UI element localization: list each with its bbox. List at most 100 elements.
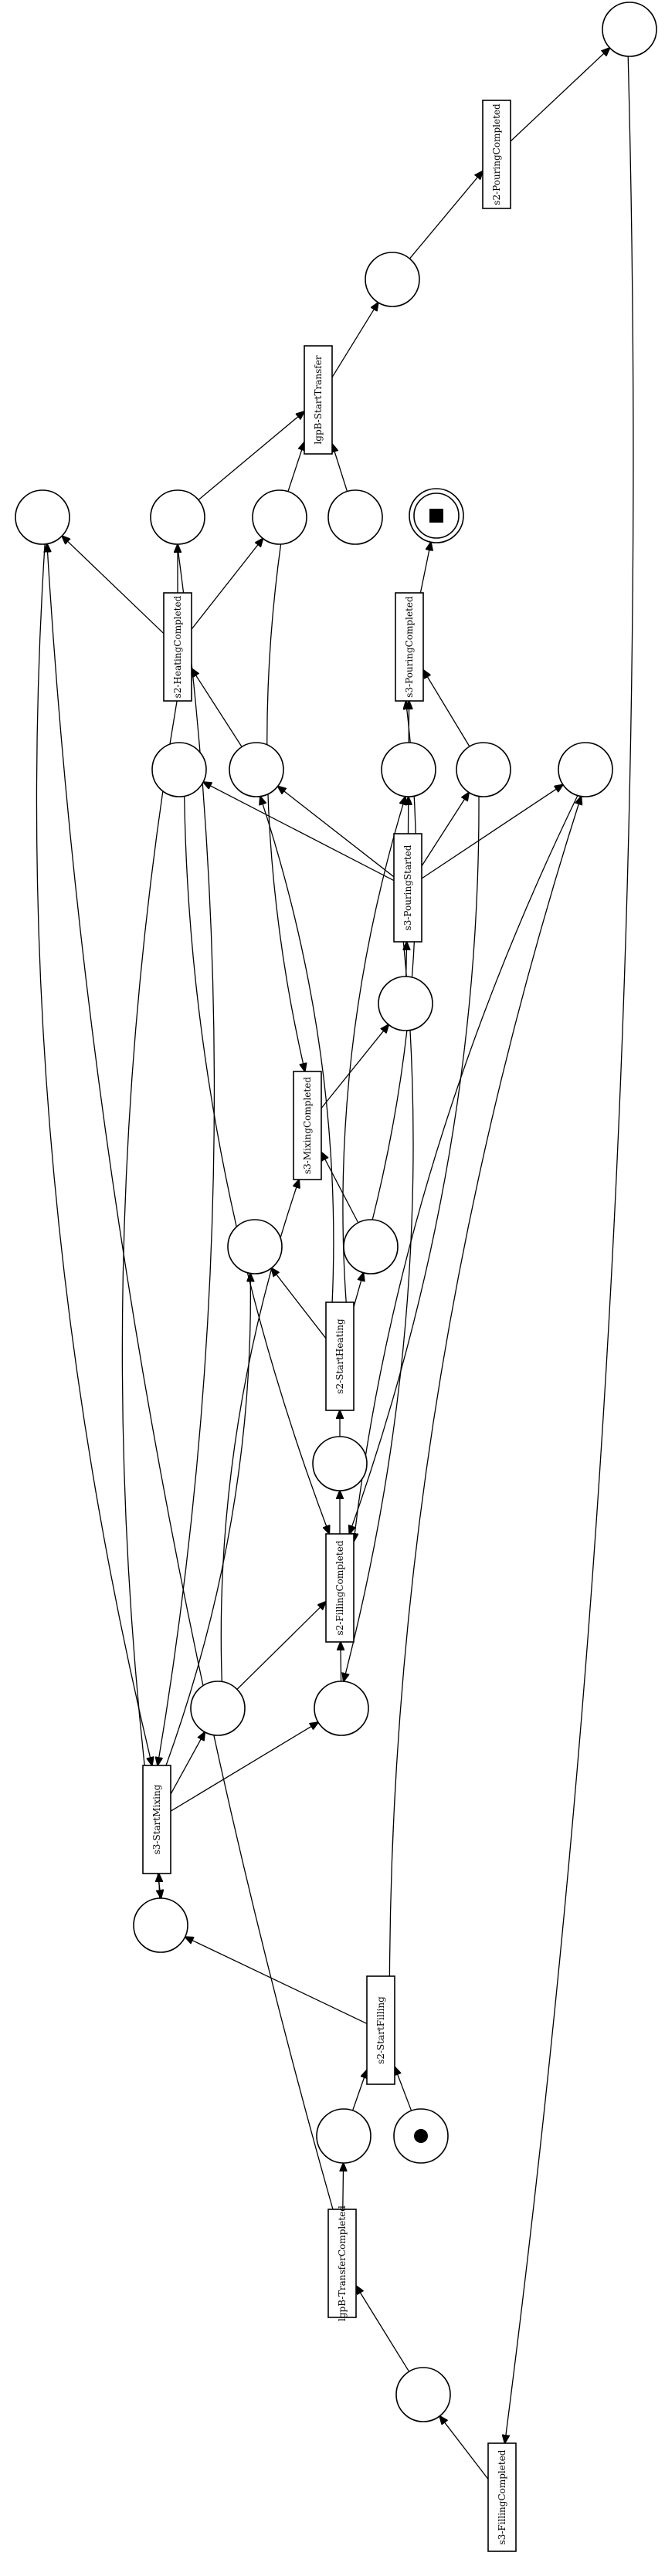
transition-s3-startmixing: s3-StartMixing xyxy=(142,1765,171,1874)
place-circle xyxy=(602,2,657,57)
arc xyxy=(191,539,263,630)
arc xyxy=(510,48,610,142)
arc xyxy=(353,1273,364,1308)
initial-place xyxy=(393,2108,449,2164)
arc xyxy=(332,444,348,492)
transition-s3-fillingcompleted: s3-FillingCompleted xyxy=(487,2442,517,2552)
places-layer xyxy=(15,2,657,2422)
place-circle xyxy=(151,742,207,797)
arc xyxy=(184,796,330,1534)
transition-box xyxy=(395,592,424,702)
transition-label: lgpB-StartTransfer xyxy=(313,355,324,444)
place xyxy=(314,1681,369,1736)
transition-label: s2-FillingCompleted xyxy=(334,1540,345,1635)
arc xyxy=(419,542,431,594)
place-circle xyxy=(229,742,284,797)
transition-s3-pouringstarted: s3-PouringStarted xyxy=(393,833,422,943)
arc xyxy=(266,543,305,1071)
transition-box xyxy=(293,1071,322,1180)
arc xyxy=(421,793,469,867)
place-circle xyxy=(314,1681,369,1736)
place xyxy=(229,742,284,797)
transition-label: s2-HeatingCompleted xyxy=(172,595,183,698)
arc xyxy=(260,797,334,1303)
transition-box xyxy=(163,592,192,702)
token-icon xyxy=(414,2129,428,2143)
place-circle xyxy=(252,489,307,545)
place-circle xyxy=(327,489,383,545)
place-circle xyxy=(365,252,420,307)
place-circle xyxy=(378,976,433,1031)
place xyxy=(312,1436,368,1491)
arc xyxy=(62,536,165,635)
place xyxy=(456,742,511,797)
place-circle xyxy=(133,1897,188,1953)
arc xyxy=(421,784,563,879)
transition-label: s3-PouringStarted xyxy=(402,845,413,930)
place xyxy=(150,489,205,545)
arc xyxy=(395,2067,412,2111)
arc xyxy=(165,1274,250,1766)
arc xyxy=(185,1937,368,2024)
place xyxy=(190,1681,246,1736)
transition-box xyxy=(366,1975,395,2085)
final-place xyxy=(409,488,464,543)
arc xyxy=(439,2416,489,2480)
transition-box xyxy=(304,345,333,455)
transition-label: s3-StartMixing xyxy=(151,1784,162,1854)
transition-box xyxy=(482,100,511,209)
transition-box xyxy=(327,2209,357,2318)
arc xyxy=(409,171,483,259)
place-circle xyxy=(190,1681,246,1736)
place xyxy=(378,976,433,1031)
transition-s2-heatingcompleted: s2-HeatingCompleted xyxy=(163,592,192,702)
transition-s2-fillingcompleted: s2-FillingCompleted xyxy=(325,1533,355,1643)
arc xyxy=(287,442,304,493)
arc xyxy=(343,2163,344,2210)
arc xyxy=(271,1268,327,1339)
place-circle xyxy=(150,489,205,545)
place-circle xyxy=(227,1219,283,1274)
final-marker-icon xyxy=(429,509,443,523)
transition-label: s3-MixingCompleted xyxy=(302,1077,313,1174)
transition-s2-startheating: s2-StartHeating xyxy=(325,1302,355,1411)
transition-s3-mixingcompleted: s3-MixingCompleted xyxy=(293,1071,322,1180)
place xyxy=(558,742,613,797)
transition-s2-startfilling: s2-StartFilling xyxy=(366,1975,395,2085)
place xyxy=(316,2108,372,2164)
arc xyxy=(344,941,414,1681)
place xyxy=(15,489,70,545)
transition-box xyxy=(142,1765,171,1874)
arc xyxy=(321,1024,388,1109)
transition-label: s3-PouringCompleted xyxy=(404,596,415,698)
arc xyxy=(236,1602,326,1690)
place-circle xyxy=(312,1436,368,1491)
arc xyxy=(192,669,243,747)
arc xyxy=(36,543,151,1765)
place xyxy=(252,489,307,545)
transition-box xyxy=(325,1533,355,1643)
arc xyxy=(342,797,405,1303)
arc xyxy=(170,1732,205,1795)
arc xyxy=(198,411,304,501)
place-circle xyxy=(395,2367,451,2422)
arc xyxy=(203,782,395,882)
place xyxy=(327,489,383,545)
transition-label: s2-StartFilling xyxy=(375,1996,386,2064)
place-circle xyxy=(316,2108,372,2164)
arc xyxy=(321,1153,359,1224)
arc xyxy=(47,544,334,2210)
arc xyxy=(331,303,378,378)
place xyxy=(343,1219,399,1274)
place xyxy=(151,742,207,797)
transition-box xyxy=(487,2442,517,2552)
arc xyxy=(356,2286,410,2372)
arc xyxy=(388,797,581,1977)
place-circle xyxy=(456,742,511,797)
place xyxy=(602,2,657,57)
arc xyxy=(121,700,178,1898)
arc xyxy=(351,2070,367,2111)
transition-lgpb-transfercompleted: lgpB-TransferCompleted xyxy=(327,2205,357,2321)
